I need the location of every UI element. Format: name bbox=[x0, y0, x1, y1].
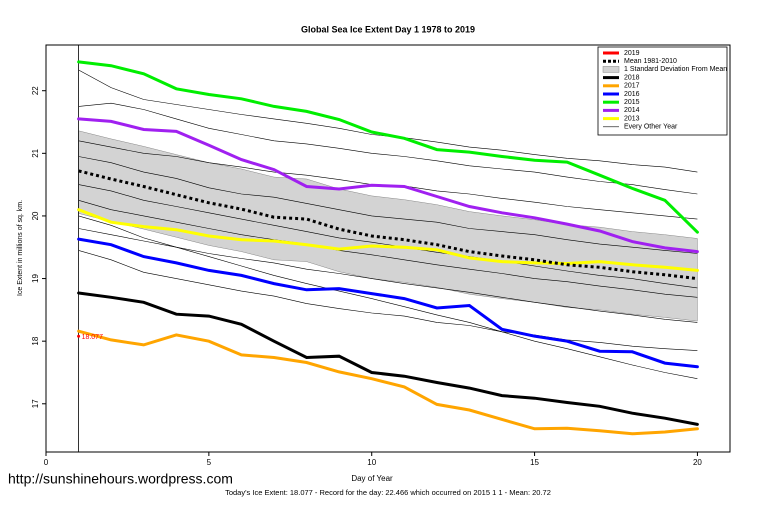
legend-label: 2019 bbox=[624, 50, 640, 57]
x-tick-label: 0 bbox=[44, 458, 49, 467]
legend-label: 1 Standard Deviation From Mean bbox=[624, 66, 727, 73]
legend-label: 2013 bbox=[624, 115, 640, 122]
y-tick-label: 22 bbox=[31, 86, 40, 95]
legend-label: 2015 bbox=[624, 99, 640, 106]
y-tick-label: 19 bbox=[31, 274, 40, 283]
legend-label: 2018 bbox=[624, 74, 640, 81]
y-tick-label: 20 bbox=[31, 211, 40, 220]
legend-swatch bbox=[602, 66, 620, 73]
x-tick-label: 10 bbox=[367, 458, 376, 467]
plot-frame bbox=[45, 44, 731, 453]
legend-label: 2017 bbox=[624, 83, 640, 90]
x-axis-label: Day of Year bbox=[351, 474, 393, 483]
x-tick-label: 5 bbox=[207, 458, 212, 467]
legend-label: Every Other Year bbox=[624, 124, 678, 131]
series-line bbox=[77, 291, 699, 426]
series-line bbox=[77, 208, 699, 272]
series-line bbox=[77, 329, 699, 436]
x-tick-label: 20 bbox=[693, 458, 702, 467]
chart-title: Global Sea Ice Extent Day 1 1978 to 2019 bbox=[301, 24, 475, 34]
y-tick-label: 17 bbox=[31, 399, 40, 408]
y-tick-label: 21 bbox=[31, 148, 40, 157]
sd-band bbox=[78, 130, 698, 322]
x-tick-label: 15 bbox=[530, 458, 539, 467]
series-line bbox=[77, 117, 699, 254]
y-axis-label: Ice Extent in millions of sq. km. bbox=[17, 200, 24, 296]
series-line bbox=[77, 237, 699, 369]
other-year-line bbox=[78, 215, 698, 379]
other-year-line bbox=[78, 156, 698, 254]
legend-box bbox=[597, 46, 728, 136]
watermark: http://sunshinehours.wordpress.com bbox=[8, 471, 233, 487]
other-year-line bbox=[78, 184, 698, 289]
other-year-line bbox=[78, 102, 698, 195]
data-label: 18.077 bbox=[82, 334, 104, 341]
footnote: Today's Ice Extent: 18.077 - Record for … bbox=[225, 488, 551, 497]
series-line bbox=[77, 60, 699, 234]
legend-label: 2016 bbox=[624, 91, 640, 98]
legend-label: Mean 1981-2010 bbox=[624, 58, 677, 65]
other-year-line bbox=[78, 228, 698, 323]
other-year-line bbox=[78, 200, 698, 298]
other-year-line bbox=[78, 250, 698, 351]
y-tick-label: 18 bbox=[31, 336, 40, 345]
legend-label: 2014 bbox=[624, 107, 640, 114]
